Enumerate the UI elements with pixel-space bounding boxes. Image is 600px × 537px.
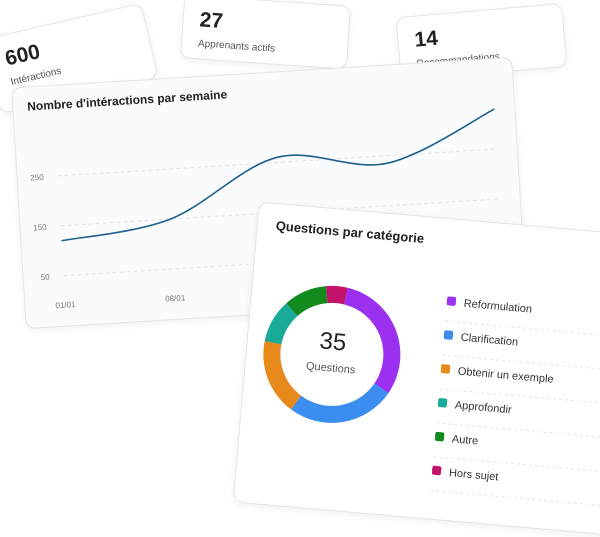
legend-swatch: [437, 398, 448, 408]
center-label: Questions: [305, 360, 356, 376]
donut-segment: [286, 286, 328, 317]
donut-segment: [263, 341, 302, 410]
center-value: 35: [318, 327, 347, 356]
x-tick-label: 01/01: [55, 300, 76, 310]
donut-segment: [264, 303, 298, 345]
legend-label: Hors sujet: [448, 467, 498, 483]
legend-separator: [436, 422, 600, 439]
y-tick-label: 50: [41, 273, 51, 283]
donut-segment: [343, 287, 401, 394]
legend-separator: [445, 320, 600, 337]
legend-separator: [433, 456, 600, 473]
legend-swatch: [431, 465, 442, 476]
legend-label: Obtenir un exemple: [457, 366, 554, 386]
legend-swatch: [434, 431, 445, 442]
line-series: [61, 108, 495, 242]
x-tick-label: 08/01: [165, 293, 186, 303]
legend-swatch: [440, 364, 451, 374]
legend-separator: [430, 490, 600, 507]
legend-label: Reformulation: [463, 298, 532, 316]
pie-card: Questions par catégorie 35 Questions Ref…: [232, 201, 600, 537]
legend-label: Approfondir: [454, 399, 512, 416]
stat-card: 27 Apprenants actifs: [179, 0, 352, 70]
legend-swatch: [446, 296, 457, 306]
legend-label: Autre: [451, 433, 478, 447]
legend-label: Clarification: [460, 332, 518, 349]
stat-value: 27: [198, 8, 224, 33]
stat-label: Apprenants actifs: [197, 38, 276, 55]
y-tick-label: 150: [33, 223, 47, 233]
stat-value: 14: [413, 26, 439, 52]
grid-line: [57, 148, 497, 177]
legend-separator: [439, 388, 600, 405]
y-tick-label: 250: [30, 173, 44, 183]
donut-segment: [326, 285, 348, 305]
donut-chart: 35 Questions Reformulation12Clarificatio…: [263, 285, 600, 507]
stat-value: 600: [2, 40, 43, 71]
donut-segment: [290, 383, 389, 423]
legend-swatch: [443, 330, 454, 340]
legend-separator: [442, 354, 600, 371]
